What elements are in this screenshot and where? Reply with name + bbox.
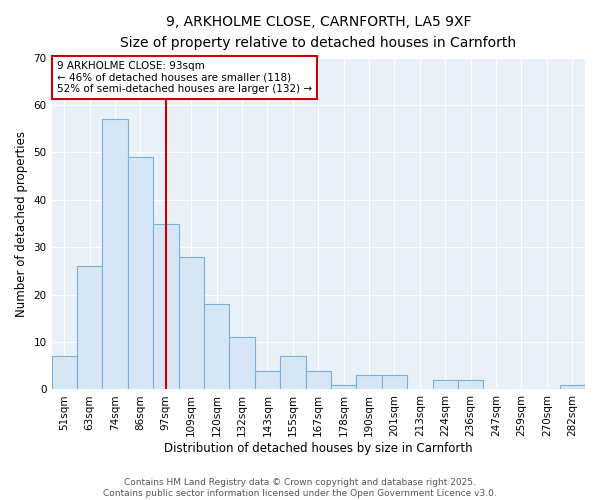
Text: Contains HM Land Registry data © Crown copyright and database right 2025.
Contai: Contains HM Land Registry data © Crown c…: [103, 478, 497, 498]
Bar: [229, 338, 255, 390]
Bar: [331, 384, 356, 390]
Bar: [204, 304, 229, 390]
Bar: [356, 375, 382, 390]
Bar: [255, 370, 280, 390]
Bar: [52, 356, 77, 390]
Bar: [382, 375, 407, 390]
Bar: [179, 257, 204, 390]
Bar: [305, 370, 331, 390]
Bar: [433, 380, 458, 390]
Bar: [458, 380, 484, 390]
Bar: [153, 224, 179, 390]
Text: 9 ARKHOLME CLOSE: 93sqm
← 46% of detached houses are smaller (118)
52% of semi-d: 9 ARKHOLME CLOSE: 93sqm ← 46% of detache…: [57, 61, 312, 94]
Bar: [128, 157, 153, 390]
X-axis label: Distribution of detached houses by size in Carnforth: Distribution of detached houses by size …: [164, 442, 473, 455]
Title: 9, ARKHOLME CLOSE, CARNFORTH, LA5 9XF
Size of property relative to detached hous: 9, ARKHOLME CLOSE, CARNFORTH, LA5 9XF Si…: [120, 15, 517, 50]
Bar: [280, 356, 305, 390]
Bar: [560, 384, 585, 390]
Bar: [103, 120, 128, 390]
Y-axis label: Number of detached properties: Number of detached properties: [15, 130, 28, 316]
Bar: [77, 266, 103, 390]
